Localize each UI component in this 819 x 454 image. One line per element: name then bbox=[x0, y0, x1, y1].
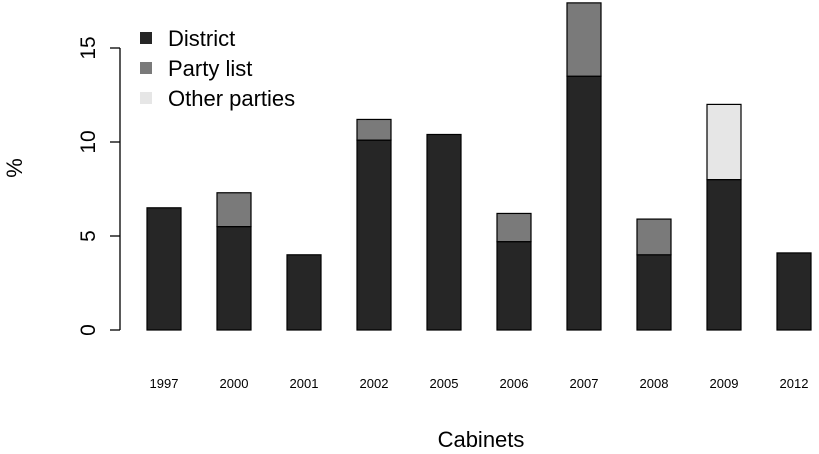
x-axis: 1997 2000 2001 2002 2005 2006 2007 2008 2009 2012 bbox=[150, 376, 809, 391]
bar-2000-series-0 bbox=[216, 226, 252, 331]
y-tick-label-5: 5 bbox=[77, 230, 100, 242]
legend-swatch-2 bbox=[140, 92, 152, 104]
bar-1997-series-0 bbox=[146, 207, 182, 331]
legend: District Party list Other parties bbox=[140, 26, 295, 111]
bar-2007-series-1 bbox=[566, 2, 602, 77]
x-tick-label-2012: 2012 bbox=[780, 376, 809, 391]
bars-layer bbox=[146, 2, 812, 331]
legend-label-0: District bbox=[168, 26, 235, 51]
x-tick-label-2007: 2007 bbox=[570, 376, 599, 391]
bar-2002-series-0 bbox=[356, 139, 392, 331]
bar-2000-series-1 bbox=[216, 192, 252, 228]
x-tick-label-2001: 2001 bbox=[290, 376, 319, 391]
x-tick-label-2005: 2005 bbox=[430, 376, 459, 391]
bar-2008-series-0 bbox=[636, 254, 672, 331]
bar-2005-series-0 bbox=[426, 133, 462, 331]
x-tick-label-2000: 2000 bbox=[220, 376, 249, 391]
bar-2008-series-1 bbox=[636, 218, 672, 256]
x-axis-title: Cabinets bbox=[438, 427, 525, 452]
bar-2002-series-1 bbox=[356, 118, 392, 141]
x-tick-label-2002: 2002 bbox=[360, 376, 389, 391]
bar-2009-series-0 bbox=[706, 179, 742, 331]
x-tick-label-2006: 2006 bbox=[500, 376, 529, 391]
bar-2007-series-0 bbox=[566, 75, 602, 331]
y-tick-label-10: 10 bbox=[77, 130, 100, 153]
y-axis: 0 5 10 15 bbox=[77, 36, 121, 336]
bar-2009-series-2 bbox=[706, 103, 742, 181]
y-tick-label-15: 15 bbox=[77, 36, 100, 59]
y-tick-label-0: 0 bbox=[77, 324, 100, 336]
bar-2001-series-0 bbox=[286, 254, 322, 331]
bar-2012-series-0 bbox=[776, 252, 812, 331]
bar-2006-series-1 bbox=[496, 212, 532, 243]
x-tick-label-2009: 2009 bbox=[710, 376, 739, 391]
bar-2006-series-0 bbox=[496, 241, 532, 331]
x-tick-label-1997: 1997 bbox=[150, 376, 179, 391]
y-axis-title: % bbox=[2, 158, 27, 178]
x-tick-label-2008: 2008 bbox=[640, 376, 669, 391]
legend-label-2: Other parties bbox=[168, 86, 295, 111]
legend-swatch-0 bbox=[140, 32, 152, 44]
legend-label-1: Party list bbox=[168, 56, 252, 81]
legend-swatch-1 bbox=[140, 62, 152, 74]
